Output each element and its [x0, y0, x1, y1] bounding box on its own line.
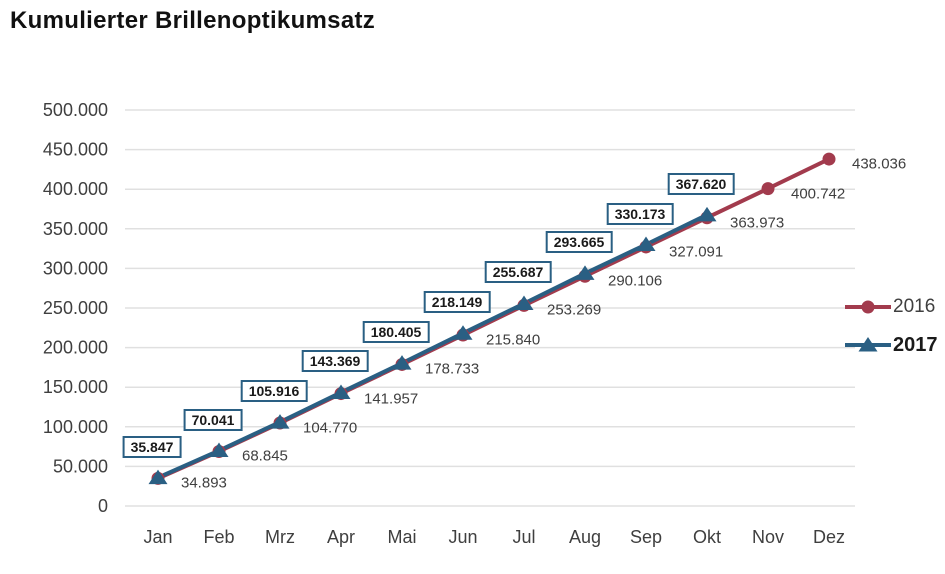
series-2017-point-marker — [514, 295, 534, 310]
x-axis-tick-label: Mrz — [265, 527, 295, 547]
series-2017-point-marker — [392, 355, 412, 370]
y-axis-tick-label: 400.000 — [43, 179, 108, 199]
x-axis-tick-label: Sep — [630, 527, 662, 547]
series-2016-point-marker — [822, 152, 836, 166]
chart-legend: 2016 2017 — [845, 296, 938, 356]
y-axis-tick-label: 200.000 — [43, 338, 108, 358]
series-2017-line — [156, 212, 709, 480]
x-axis-tick-label: Aug — [569, 527, 601, 547]
x-axis-tick-label: Jul — [512, 527, 535, 547]
y-axis-tick-label: 50.000 — [53, 456, 108, 476]
y-axis-tick-label: 450.000 — [43, 140, 108, 160]
series-2017-point-marker — [575, 265, 595, 280]
y-axis-tick-label: 150.000 — [43, 377, 108, 397]
x-axis-tick-label: Nov — [752, 527, 784, 547]
y-axis-tick-label: 0 — [98, 496, 108, 516]
y-axis-tick-label: 300.000 — [43, 258, 108, 278]
series-2017-point-marker — [697, 206, 717, 222]
legend-label-2016: 2016 — [893, 296, 936, 317]
series-2017-point-marker — [453, 325, 473, 340]
x-axis-tick-label: Mai — [387, 527, 416, 547]
x-axis-tick-label: Okt — [693, 527, 721, 547]
series-2016-point-marker — [761, 182, 775, 196]
chart-title: Kumulierter Brillenoptikumsatz — [10, 7, 376, 34]
x-axis-tick-label: Feb — [203, 527, 234, 547]
x-axis-tick-label: Apr — [327, 527, 355, 547]
legend-item-2017: 2017 — [845, 333, 938, 356]
series-2017-point-marker — [148, 469, 168, 485]
x-axis-tick-label: Jan — [143, 527, 172, 547]
y-axis-tick-label: 250.000 — [43, 298, 108, 318]
legend-item-2016: 2016 — [845, 296, 938, 317]
y-axis-tick-label: 500.000 — [43, 100, 108, 120]
x-axis-tick-label: Jun — [448, 527, 477, 547]
x-axis-tick-label: Dez — [813, 527, 845, 547]
series-2017-point-marker — [636, 236, 656, 252]
series-2017-point-marker — [209, 442, 229, 458]
y-axis-tick-label: 350.000 — [43, 219, 108, 239]
legend-marker-2017-triangle-icon — [845, 337, 891, 352]
legend-marker-2016-circle-icon — [845, 300, 891, 314]
series-2017-point-marker — [270, 414, 290, 429]
series-2017-point-marker — [331, 384, 351, 399]
y-axis-tick-label: 100.000 — [43, 417, 108, 437]
legend-label-2017: 2017 — [893, 333, 938, 356]
